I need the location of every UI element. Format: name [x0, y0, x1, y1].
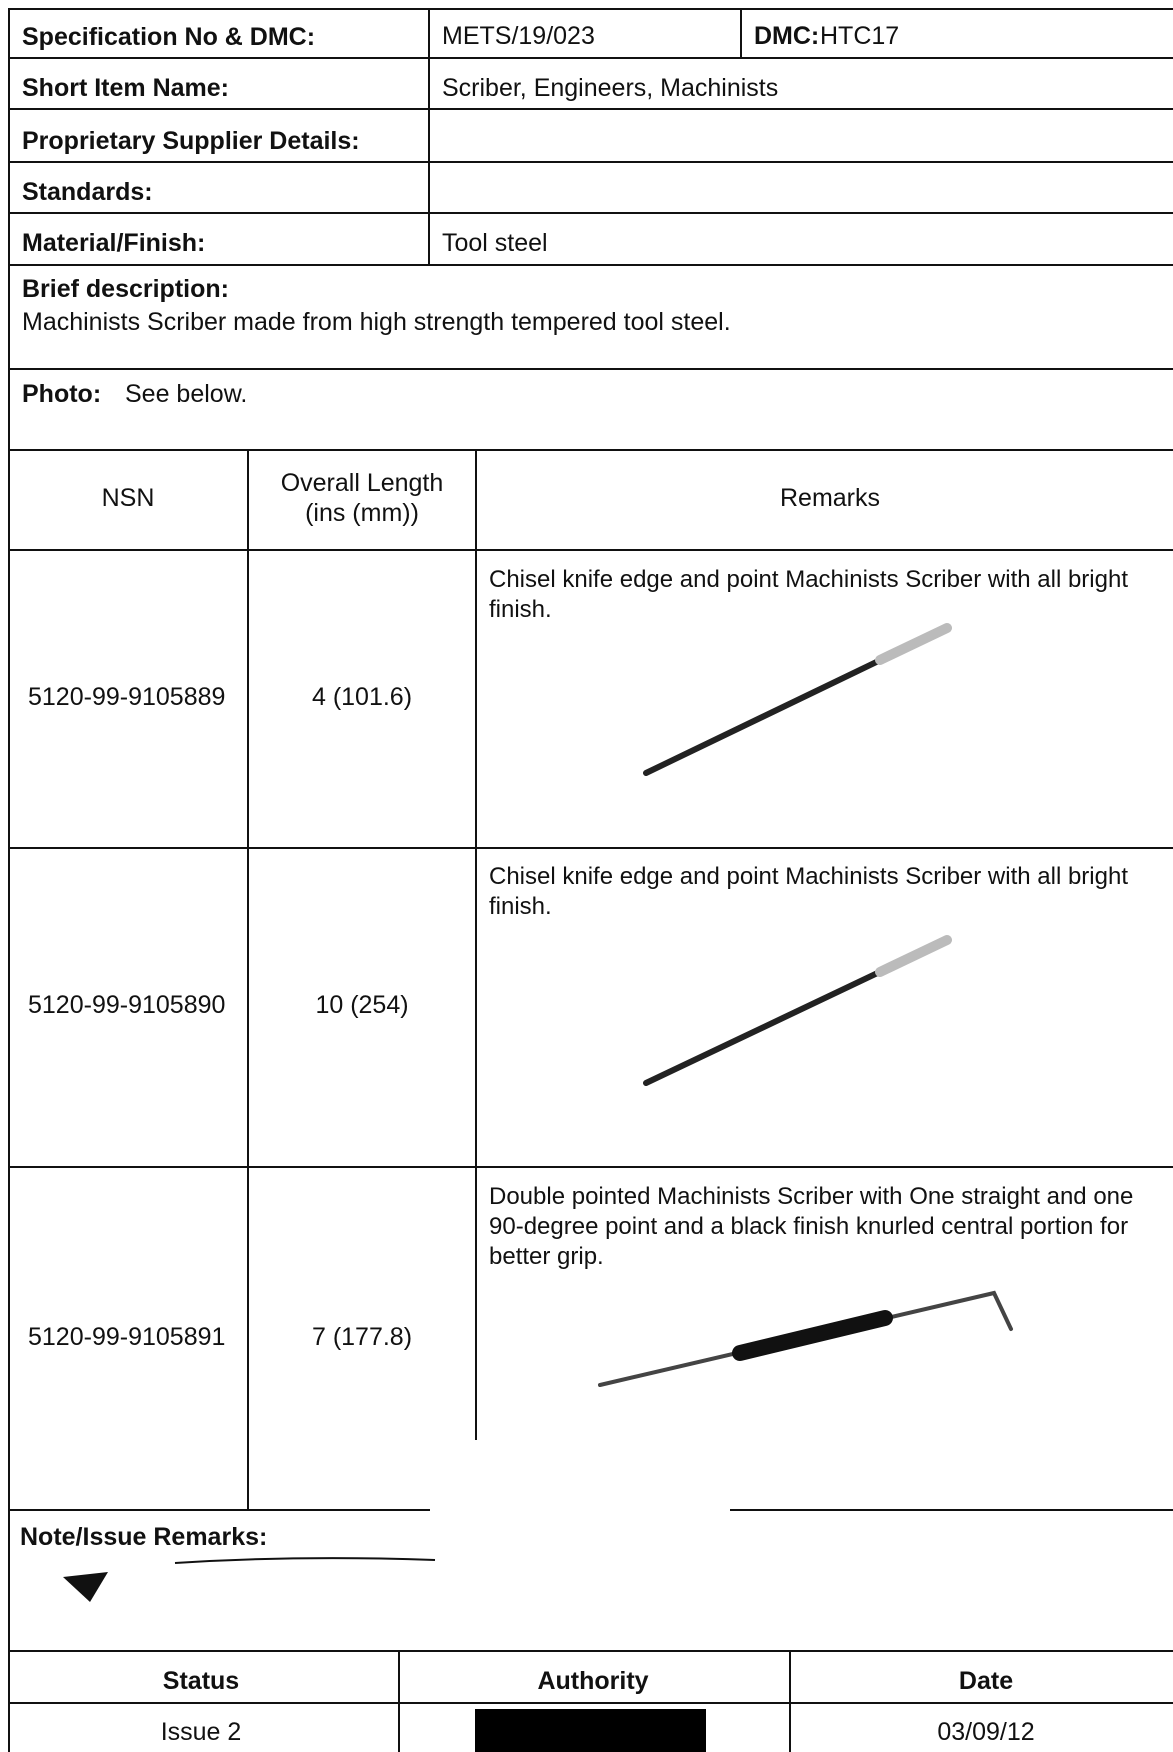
table-header: NSN — [101, 484, 155, 512]
status-header: Status — [162, 1667, 240, 1695]
status: Issue 2 — [160, 1718, 242, 1746]
dmc-label: DMC: — [754, 22, 820, 50]
notes-label: Note/Issue Remarks: — [20, 1523, 268, 1551]
dmc-value: HTC17 — [820, 22, 900, 50]
photo-text: See below. — [125, 380, 248, 408]
nsn: 5120-99-9105891 — [28, 1323, 226, 1351]
description-text: Machinists Scriber made from high streng… — [22, 308, 731, 336]
length: 7 (177.8) — [311, 1323, 413, 1351]
table-header: Overall Length (ins (mm)) — [280, 469, 444, 527]
field-label: Material/Finish: — [22, 229, 206, 257]
remarks: Double pointed Machinists Scriber with O… — [489, 1183, 1134, 1270]
photo-label: Photo: — [22, 380, 102, 408]
field-label: Short Item Name: — [22, 74, 229, 102]
length: 10 (254) — [315, 991, 409, 1019]
date: 03/09/12 — [937, 1718, 1035, 1746]
remarks: Chisel knife edge and point Machinists S… — [489, 566, 1128, 623]
spec-value: METS/19/023 — [442, 22, 595, 50]
status-header: Authority — [537, 1667, 649, 1695]
spec-label: Specification No & DMC: — [22, 23, 316, 51]
nsn: 5120-99-9105890 — [28, 991, 226, 1019]
field-value: Scriber, Engineers, Machinists — [442, 74, 779, 102]
length: 4 (101.6) — [311, 683, 413, 711]
nsn: 5120-99-9105889 — [28, 683, 226, 711]
field-label: Standards: — [22, 178, 153, 206]
remarks: Chisel knife edge and point Machinists S… — [489, 863, 1128, 920]
field-value: Tool steel — [442, 229, 548, 257]
description-label: Brief description: — [22, 275, 229, 303]
status-header: Date — [958, 1667, 1014, 1695]
field-label: Proprietary Supplier Details: — [22, 127, 360, 155]
table-header: Remarks — [779, 484, 881, 512]
